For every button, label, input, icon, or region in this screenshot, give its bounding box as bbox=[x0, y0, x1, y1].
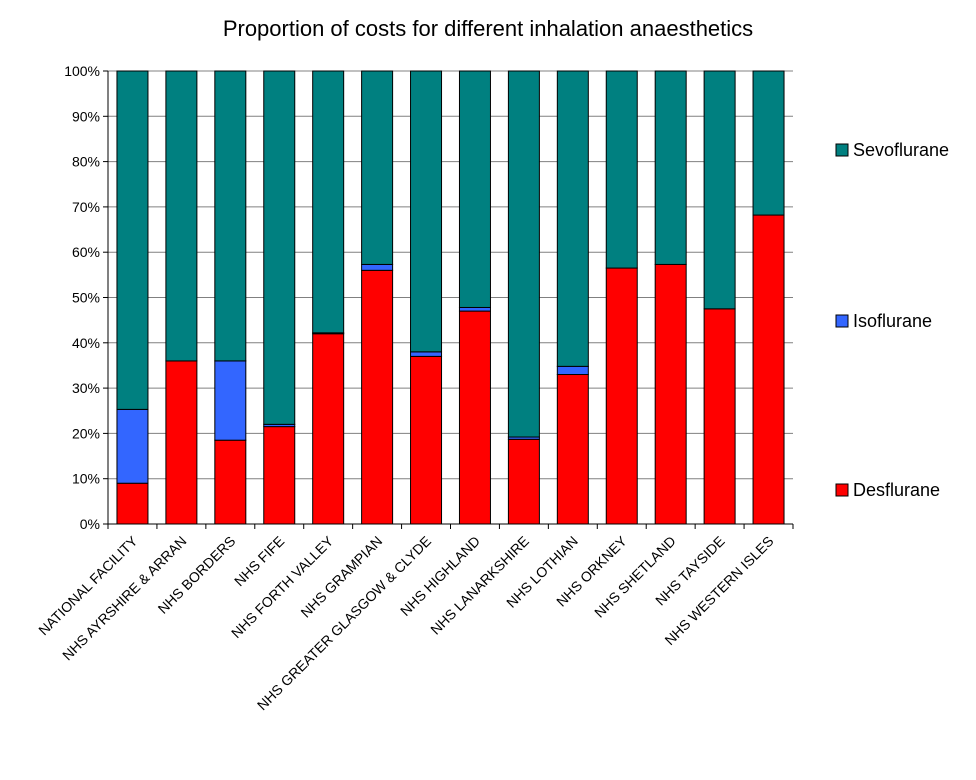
bar-segment-desflurane bbox=[263, 426, 296, 525]
bar-segment-desflurane bbox=[165, 360, 198, 525]
chart-title: Proportion of costs for different inhala… bbox=[222, 16, 754, 41]
y-tick-label: 10% bbox=[72, 471, 100, 487]
x-category-label: NHS GREATER GLASGOW & CLYDE bbox=[254, 533, 434, 713]
y-tick-label: 0% bbox=[80, 516, 100, 532]
bar-segment-desflurane bbox=[116, 482, 149, 525]
bar-segment-desflurane bbox=[410, 355, 443, 525]
bar-segment-desflurane bbox=[214, 439, 247, 525]
y-tick-label: 60% bbox=[72, 244, 100, 260]
y-tick-label: 30% bbox=[72, 380, 100, 396]
bar-segment-desflurane bbox=[458, 310, 491, 525]
y-tick-label: 20% bbox=[72, 425, 100, 441]
bar-segment-desflurane bbox=[654, 263, 687, 525]
bar-segment-isoflurane bbox=[458, 306, 491, 312]
legend-swatch-sevoflurane bbox=[835, 143, 849, 157]
bar-segment-sevoflurane bbox=[214, 70, 247, 362]
bar-segment-isoflurane bbox=[116, 408, 149, 484]
bars bbox=[116, 70, 785, 525]
bar-segment-desflurane bbox=[507, 438, 540, 525]
y-tick-label: 70% bbox=[72, 199, 100, 215]
bar-segment-sevoflurane bbox=[605, 70, 638, 269]
bar-segment-desflurane bbox=[556, 374, 589, 525]
legend-label-isoflurane: Isoflurane bbox=[853, 311, 932, 331]
legend-swatch-desflurane bbox=[835, 483, 849, 497]
bar-segment-isoflurane bbox=[361, 263, 394, 271]
bar-segment-desflurane bbox=[605, 267, 638, 525]
bar-segment-sevoflurane bbox=[165, 70, 198, 362]
y-tick-label: 80% bbox=[72, 154, 100, 170]
y-tick-label: 100% bbox=[64, 63, 100, 79]
bar-segment-sevoflurane bbox=[458, 70, 491, 308]
bar-segment-isoflurane bbox=[410, 351, 443, 357]
legend: Sevoflurane Isoflurane Desflurane bbox=[835, 140, 949, 500]
bar-segment-sevoflurane bbox=[361, 70, 394, 265]
bar-segment-desflurane bbox=[703, 308, 736, 525]
bar-segment-sevoflurane bbox=[410, 70, 443, 353]
legend-label-desflurane: Desflurane bbox=[853, 480, 940, 500]
bar-segment-desflurane bbox=[361, 269, 394, 525]
bar-segment-sevoflurane bbox=[556, 70, 589, 367]
bar-segment-sevoflurane bbox=[116, 70, 149, 410]
bar-segment-sevoflurane bbox=[312, 70, 345, 334]
y-tick-label: 50% bbox=[72, 290, 100, 306]
bar-segment-sevoflurane bbox=[654, 70, 687, 265]
y-tick-label: 90% bbox=[72, 108, 100, 124]
legend-label-sevoflurane: Sevoflurane bbox=[853, 140, 949, 160]
bar-segment-isoflurane bbox=[214, 360, 247, 441]
bar-segment-desflurane bbox=[752, 214, 785, 525]
y-tick-label: 40% bbox=[72, 335, 100, 351]
bar-segment-desflurane bbox=[312, 333, 345, 525]
bar-segment-sevoflurane bbox=[263, 70, 296, 425]
gridlines bbox=[103, 70, 793, 525]
legend-swatch-isoflurane bbox=[835, 314, 849, 328]
bar-segment-isoflurane bbox=[556, 365, 589, 376]
bar-segment-sevoflurane bbox=[507, 70, 540, 438]
y-axis-tick-labels: 0% 10% 20% 30% 40% 50% 60% 70% 80% 90% 100% bbox=[64, 63, 100, 532]
bar-segment-sevoflurane bbox=[703, 70, 736, 310]
axes bbox=[107, 71, 794, 529]
bar-segment-sevoflurane bbox=[752, 70, 785, 216]
